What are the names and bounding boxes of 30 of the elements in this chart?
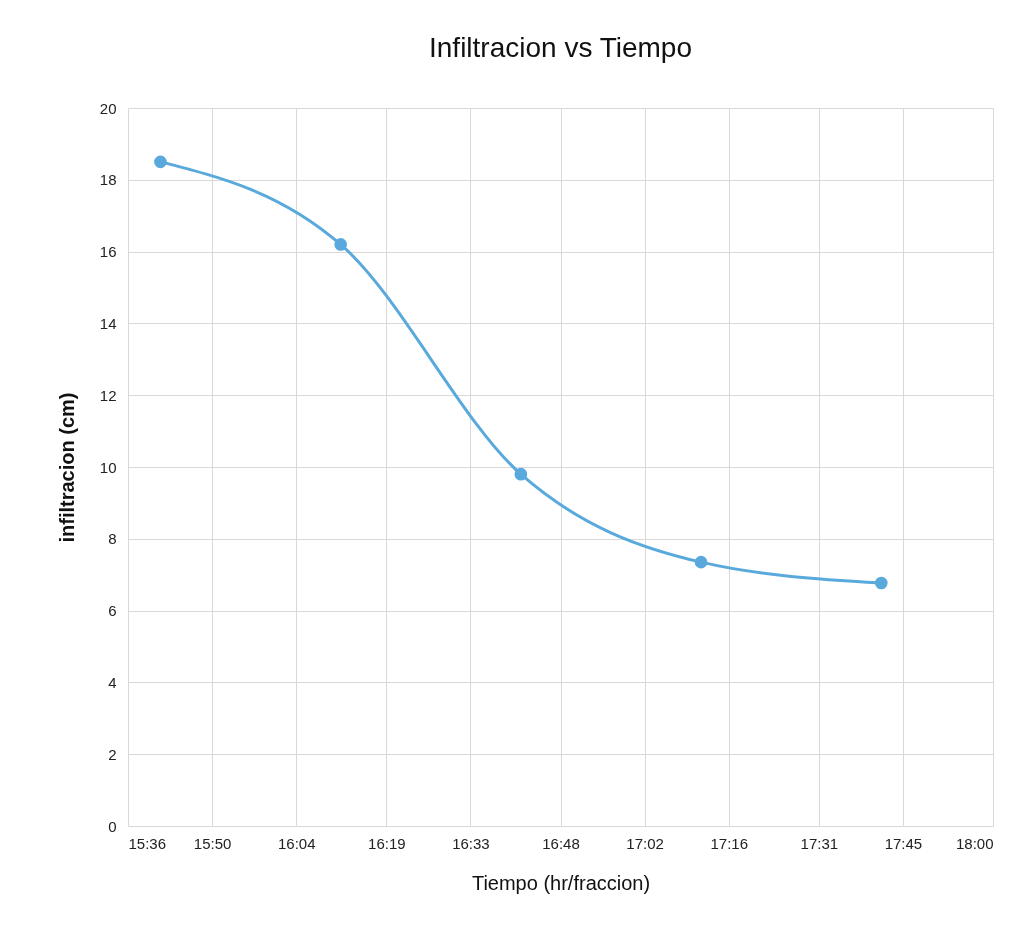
point [694, 555, 708, 569]
y-tick-label: 0 [108, 817, 117, 835]
x-tick-label: 17:31 [800, 834, 839, 852]
point [874, 576, 888, 590]
x-axis-title: Tiempo (hr/fraccion) [471, 871, 651, 894]
y-tick-label: 12 [99, 386, 117, 404]
y-tick-label: 2 [108, 745, 117, 763]
y-tick-label: 16 [99, 243, 117, 261]
y-axis-title: infiltracion (cm) [55, 392, 78, 543]
point [334, 238, 347, 251]
point [514, 467, 528, 481]
x-tick-label: 18:00 [955, 834, 994, 852]
x-tick-label: 17:45 [884, 834, 923, 852]
x-tick-label: 16:33 [452, 834, 490, 852]
y-tick-label: 6 [108, 602, 117, 620]
x-tick-label: 15:50 [193, 834, 232, 852]
y-tick-label: 14 [99, 314, 117, 332]
y-tick-label: 18 [99, 171, 117, 189]
y-tick-label: 20 [99, 99, 117, 117]
chart-title: Infiltracion vs Tiempo [429, 32, 692, 63]
y-tick-label: 4 [108, 673, 117, 691]
x-tick-label: 15:36 [128, 834, 167, 852]
point [154, 155, 167, 169]
x-tick-label: 16:48 [542, 834, 580, 852]
x-tick-label: 16:04 [277, 834, 316, 852]
x-tick-label: 17:16 [710, 834, 748, 852]
x-tick-label: 17:02 [626, 834, 664, 852]
x-tick-label: 16:19 [368, 834, 406, 852]
y-tick-label: 10 [99, 458, 117, 476]
y-tick-label: 8 [108, 530, 117, 548]
